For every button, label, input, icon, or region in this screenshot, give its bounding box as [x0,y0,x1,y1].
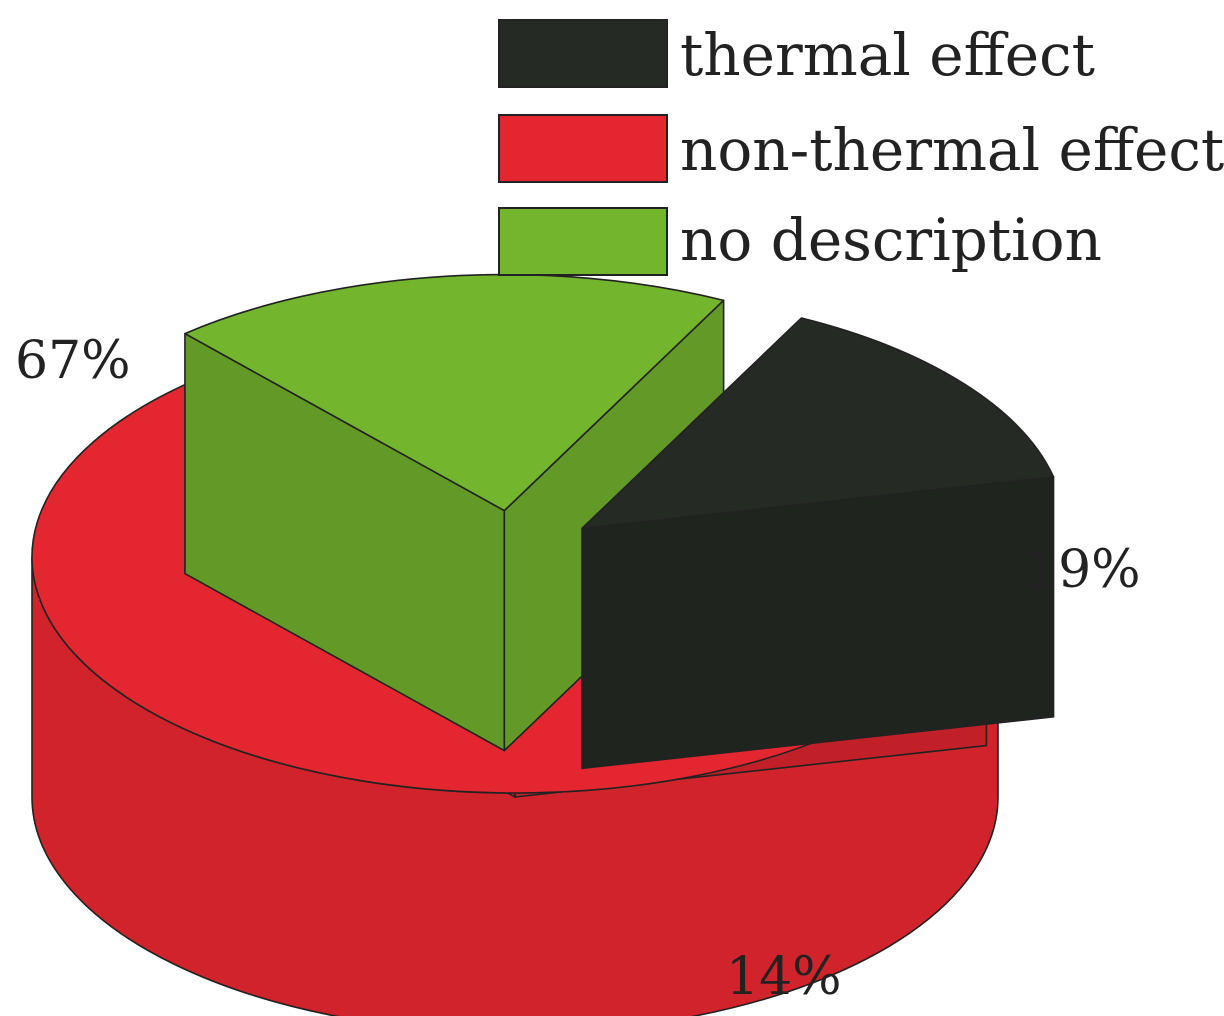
legend-swatch-no-description [498,207,668,276]
value-label-no-description: 19% [1025,540,1141,600]
legend-swatch-thermal-effect [498,19,668,88]
legend-label-non-thermal-effect: non-thermal effect [680,116,1224,184]
slice-top-thermal-effect [581,317,1055,530]
slice-no-description [184,273,725,752]
slice-top-no-description [184,273,725,512]
legend-label-no-description: no description [680,206,1102,274]
legend-swatch-non-thermal-effect [498,114,668,183]
pie-slices [31,273,1055,1016]
slice-thermal-effect [581,317,1055,770]
value-labels: 67% 19% 14% [15,331,1141,1007]
legend: thermal effect non-thermal effect no des… [498,19,1224,276]
value-label-thermal-effect: 14% [726,947,842,1007]
legend-label-thermal-effect: thermal effect [680,21,1095,89]
value-label-non-thermal-effect: 67% [15,331,131,391]
